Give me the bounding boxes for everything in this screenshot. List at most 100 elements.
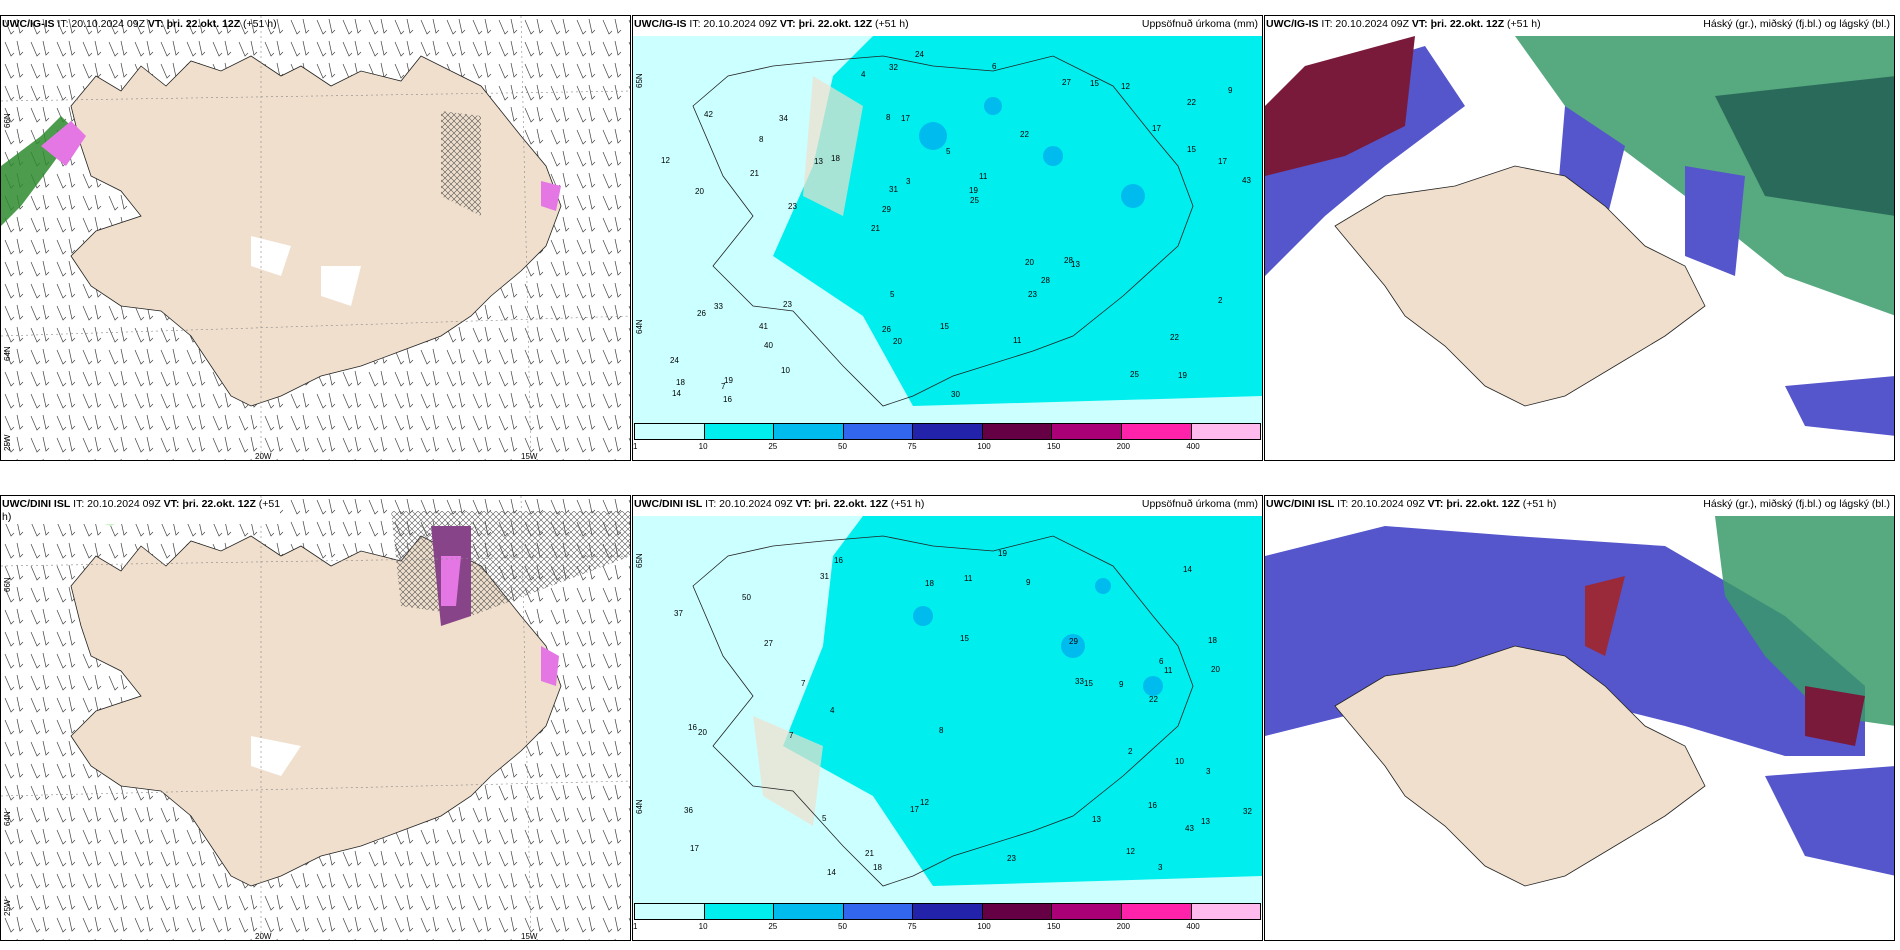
glacier xyxy=(251,736,301,776)
legend-bar xyxy=(634,423,1261,440)
low-cloud xyxy=(1785,376,1894,436)
map-panel-precip-top: 19 20 22 21 22 19 8 5 33 18 24 40 17 11 13 42 32 43 20 15 29… xyxy=(632,15,1263,461)
precip-value: 13 xyxy=(1071,260,1080,269)
precip-value: 19 xyxy=(998,549,1007,558)
land xyxy=(803,76,863,216)
legend-swatch xyxy=(704,904,775,919)
high-cloud xyxy=(1715,76,1894,216)
wind-map xyxy=(1,16,630,460)
precip-value: 27 xyxy=(764,639,773,648)
precip-value: 27 xyxy=(1062,78,1071,87)
precip-value: 26 xyxy=(882,325,891,334)
legend-label: 50 xyxy=(838,922,847,931)
precip-value: 7 xyxy=(721,382,726,391)
precip-value: 29 xyxy=(882,205,891,214)
precip-value: 25 xyxy=(1130,370,1139,379)
precip-value: 21 xyxy=(750,169,759,178)
precip-value: 5 xyxy=(890,290,895,299)
panel-title: Uppsöfnuð úrkoma (mm) xyxy=(1141,18,1258,30)
map-panel-precip-bottom: 16 18 13 15 17 16 6 5 14 27 20 37 22 18 36 50 43 31 12 11 16… xyxy=(632,495,1263,941)
legend-label: 400 xyxy=(1186,442,1200,451)
precip-value: 31 xyxy=(820,572,829,581)
precip-value: 12 xyxy=(661,156,670,165)
lon-label: 20W xyxy=(255,452,272,461)
panel-header: UWC/IG-IS IT: 20.10.2024 09Z VT: þri. 22… xyxy=(1266,18,1541,30)
lat-label: 65N xyxy=(635,73,644,88)
lat-label: 66N xyxy=(3,113,12,128)
iceland-land xyxy=(1334,645,1706,887)
precip-value: 24 xyxy=(670,356,679,365)
panel-header: UWC/IG-IS IT: 20.10.2024 09Z VT: þri. 22… xyxy=(2,18,277,30)
precip-value: 11 xyxy=(964,574,973,583)
precip-legend: 1 10 25 50 75 100 150 200 400 xyxy=(633,423,1261,459)
iceland-outline xyxy=(692,55,1194,407)
lon-label: 20W xyxy=(255,932,272,941)
precip-value: 17 xyxy=(901,114,910,123)
precip-shading xyxy=(441,556,461,606)
precip-value: 13 xyxy=(1092,815,1101,824)
panel-title: Háský (gr.), miðský (fj.bl.) og lágský (… xyxy=(1703,18,1890,30)
precip-value: 7 xyxy=(789,731,794,740)
precip-value: 16 xyxy=(834,556,843,565)
precip-shading xyxy=(783,516,1262,886)
precip-value: 20 xyxy=(893,337,902,346)
precip-value: 16 xyxy=(723,395,732,404)
low-cloud xyxy=(1765,766,1894,876)
precip-value: 21 xyxy=(865,849,874,858)
precip-value: 26 xyxy=(697,309,706,318)
panel-title: Uppsöfnuð úrkoma (mm) xyxy=(1141,498,1258,510)
precip-value: 33 xyxy=(714,302,723,311)
panel-header: UWC/DINI ISL IT: 20.10.2024 09Z VT: þri.… xyxy=(1266,498,1557,510)
precip-value: 7 xyxy=(801,679,806,688)
legend-swatch xyxy=(843,904,914,919)
lat-label: 64N xyxy=(3,811,12,826)
precip-value: 28 xyxy=(1064,256,1073,265)
precip-value: 9 xyxy=(1119,680,1124,689)
precip-value: 41 xyxy=(759,322,768,331)
precip-value: 20 xyxy=(698,728,707,737)
precip-value: 32 xyxy=(1243,807,1252,816)
precip-shading xyxy=(41,121,86,166)
legend-label: 25 xyxy=(768,922,778,931)
mid-cloud xyxy=(1265,36,1415,176)
precip-value: 3 xyxy=(1158,863,1163,872)
lon-label: 15W xyxy=(521,932,538,941)
lat-label: 65N xyxy=(635,553,644,568)
precip-value: 8 xyxy=(759,135,764,144)
high-cloud xyxy=(1715,516,1894,726)
precip-value: 15 xyxy=(960,634,969,643)
precip-value: 24 xyxy=(915,50,924,59)
precip-value: 3 xyxy=(1206,767,1211,776)
precip-shading xyxy=(773,36,1262,406)
precip-value: 40 xyxy=(764,341,773,350)
low-cloud xyxy=(1685,166,1745,276)
precip-value: 12 xyxy=(1126,847,1135,856)
precip-value: 23 xyxy=(788,202,797,211)
legend-label: 100 xyxy=(977,922,991,931)
precip-value: 5 xyxy=(946,147,951,156)
precip-legend: 1 10 25 50 75 100 150 200 400 xyxy=(633,903,1261,939)
precip-value: 50 xyxy=(742,593,751,602)
iceland-land xyxy=(1334,165,1706,407)
precip-value: 19 xyxy=(969,186,978,195)
precip-value: 13 xyxy=(814,157,823,166)
precip-value: 17 xyxy=(1218,157,1227,166)
precip-value: 4 xyxy=(861,70,866,79)
legend-label: 150 xyxy=(1047,922,1061,931)
legend-swatch xyxy=(1052,904,1122,919)
precip-value: 12 xyxy=(1121,82,1130,91)
precip-value: 12 xyxy=(920,798,929,807)
iceland-land xyxy=(70,535,562,887)
iceland-land xyxy=(70,55,562,407)
precip-value: 22 xyxy=(1149,695,1158,704)
legend-swatch xyxy=(1121,424,1192,439)
precip-value: 18 xyxy=(1208,636,1217,645)
legend-label: 100 xyxy=(977,442,991,451)
precip-value: 17 xyxy=(910,805,919,814)
legend-swatch xyxy=(774,424,844,439)
glacier xyxy=(321,266,361,306)
precip-value: 15 xyxy=(1090,79,1099,88)
precip-shading xyxy=(913,578,1163,696)
panel-header: UWC/DINI ISL IT: 20.10.2024 09Z VT: þri.… xyxy=(634,498,925,510)
legend-label: 400 xyxy=(1186,922,1200,931)
